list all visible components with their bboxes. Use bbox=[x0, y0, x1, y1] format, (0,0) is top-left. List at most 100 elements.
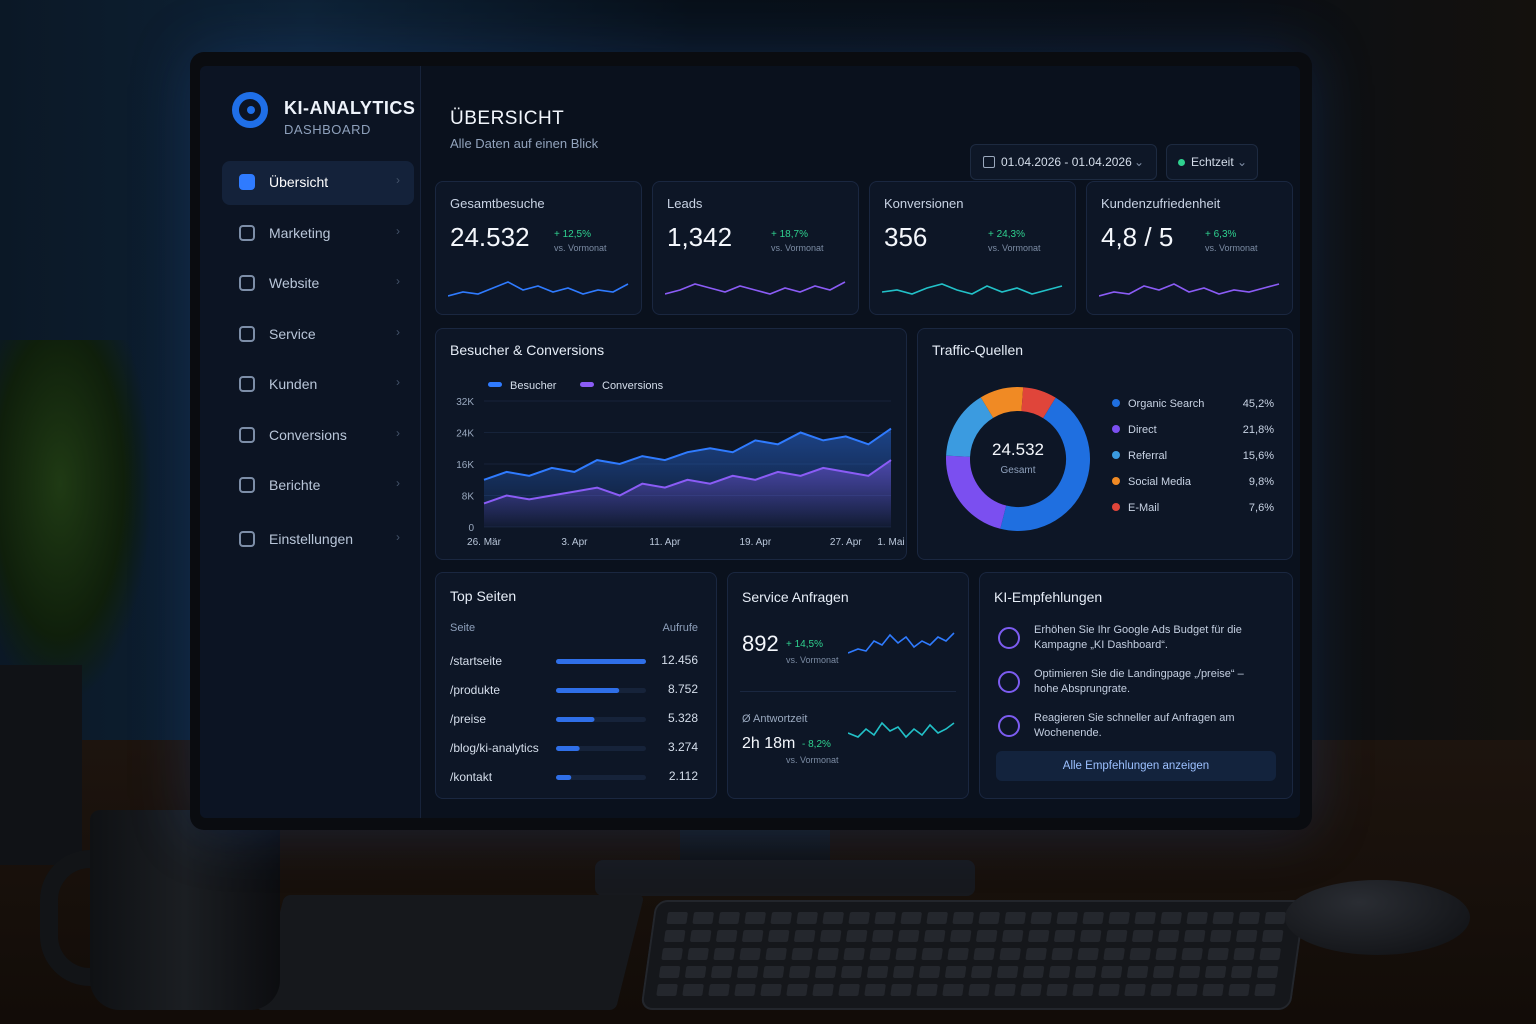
bar bbox=[556, 717, 595, 722]
key bbox=[1183, 930, 1206, 942]
legend-value: 7,6% bbox=[1249, 502, 1274, 514]
nav-item[interactable]: Berichte › bbox=[222, 464, 414, 508]
metric-change: - 8,2% bbox=[802, 739, 831, 750]
plant bbox=[0, 340, 150, 700]
key bbox=[890, 984, 912, 996]
recommendation-icon bbox=[998, 671, 1020, 693]
key bbox=[1056, 912, 1079, 924]
key bbox=[1264, 912, 1287, 924]
plant-pot bbox=[0, 665, 82, 865]
sparkline-path bbox=[882, 283, 1063, 295]
mode-select[interactable]: Echtzeit ⌄ bbox=[1166, 144, 1258, 180]
nav-item[interactable]: Marketing › bbox=[222, 212, 414, 256]
legend-label: Referral bbox=[1128, 450, 1167, 462]
key bbox=[944, 966, 967, 978]
key bbox=[1027, 930, 1050, 942]
x-tick-label: 26. Mär bbox=[467, 537, 502, 548]
key bbox=[822, 912, 845, 924]
sparkline bbox=[848, 632, 955, 654]
nav-item[interactable]: Einstellungen › bbox=[222, 518, 414, 562]
kpi-label: Kundenzufriedenheit bbox=[1101, 196, 1221, 211]
sparkline-path bbox=[665, 281, 846, 295]
keyboard bbox=[640, 900, 1306, 1010]
y-tick-label: 0 bbox=[468, 523, 474, 534]
key bbox=[1150, 984, 1172, 996]
mug bbox=[90, 810, 280, 1010]
nav-item[interactable]: Conversions › bbox=[222, 414, 414, 458]
key bbox=[1053, 930, 1076, 942]
key bbox=[947, 948, 969, 960]
key bbox=[817, 948, 839, 960]
key bbox=[788, 966, 811, 978]
screen: KI-ANALYTICS DASHBOARD Übersicht › Marketi… bbox=[200, 66, 1300, 818]
series-line bbox=[483, 459, 892, 505]
key bbox=[1100, 966, 1123, 978]
date-picker[interactable]: 01.04.2026 - 01.04.2026 ⌄ bbox=[970, 144, 1157, 180]
visitors-card: Besucher & Conversions 0 8K 16K 24K 32K 26. M… bbox=[435, 328, 907, 560]
key bbox=[916, 984, 938, 996]
chevron: › bbox=[396, 425, 400, 440]
donut-center-value: 24.532 bbox=[992, 440, 1044, 459]
kpi-note: vs. Vormonat bbox=[988, 243, 1041, 253]
bar bbox=[556, 688, 620, 693]
donut-center-label: Gesamt bbox=[1000, 465, 1035, 476]
key bbox=[1004, 912, 1027, 924]
key bbox=[812, 984, 834, 996]
series-line bbox=[483, 427, 892, 481]
metric-value: 2h 18m bbox=[742, 735, 796, 752]
sparkline bbox=[848, 721, 955, 739]
key bbox=[923, 930, 946, 942]
key bbox=[1108, 912, 1131, 924]
key bbox=[1176, 984, 1198, 996]
chevron: › bbox=[396, 375, 400, 389]
chevron: ⌄ bbox=[1133, 155, 1144, 169]
key bbox=[952, 912, 975, 924]
key bbox=[1082, 912, 1105, 924]
kpi-change: + 6,3% bbox=[1205, 229, 1237, 240]
kpi-change: + 12,5% bbox=[554, 229, 591, 240]
nav-item[interactable]: Kunden › bbox=[222, 363, 414, 407]
nav-item[interactable]: Website › bbox=[222, 262, 414, 306]
key bbox=[1103, 948, 1125, 960]
key bbox=[1238, 912, 1261, 924]
chevron: ⌄ bbox=[1236, 155, 1247, 169]
key bbox=[874, 912, 897, 924]
key bbox=[918, 966, 941, 978]
legend-dot bbox=[1112, 425, 1120, 433]
page-path: /kontakt bbox=[450, 770, 493, 784]
monitor-foot bbox=[595, 860, 975, 896]
traffic-card: Traffic-Quellen 24.532 Gesamt Organic Se… bbox=[917, 328, 1293, 560]
key bbox=[869, 948, 891, 960]
legend-dot bbox=[1112, 503, 1120, 511]
key bbox=[1178, 966, 1201, 978]
nav-icon bbox=[239, 325, 255, 342]
key bbox=[1155, 948, 1177, 960]
show-all-button[interactable]: Alle Empfehlungen anzeigen bbox=[996, 751, 1276, 781]
y-tick-label: 8K bbox=[462, 492, 475, 503]
y-tick-label: 32K bbox=[456, 397, 474, 408]
key bbox=[666, 912, 689, 924]
key bbox=[897, 930, 920, 942]
kpi-change: + 24,3% bbox=[988, 229, 1025, 240]
key bbox=[1202, 984, 1224, 996]
key bbox=[708, 984, 730, 996]
donut-segment bbox=[946, 397, 994, 458]
kpi-label: Gesamtbesuche bbox=[450, 196, 545, 211]
nav-item[interactable]: Übersicht › bbox=[222, 161, 414, 205]
nav-item[interactable]: Service › bbox=[222, 313, 414, 357]
sparkline-path bbox=[448, 281, 629, 297]
nav-label: Website bbox=[269, 275, 320, 291]
key bbox=[1020, 984, 1042, 996]
key bbox=[767, 930, 790, 942]
nav-icon bbox=[239, 477, 255, 493]
key bbox=[1233, 948, 1255, 960]
key bbox=[793, 930, 816, 942]
legend-label: Organic Search bbox=[1128, 398, 1204, 410]
key bbox=[1235, 930, 1258, 942]
brand-subtitle: DASHBOARD bbox=[284, 122, 371, 137]
x-tick-label: 19. Apr bbox=[739, 537, 771, 548]
key bbox=[661, 948, 683, 960]
card-title: Service Anfragen bbox=[742, 589, 849, 605]
key bbox=[689, 930, 712, 942]
key bbox=[1134, 912, 1157, 924]
